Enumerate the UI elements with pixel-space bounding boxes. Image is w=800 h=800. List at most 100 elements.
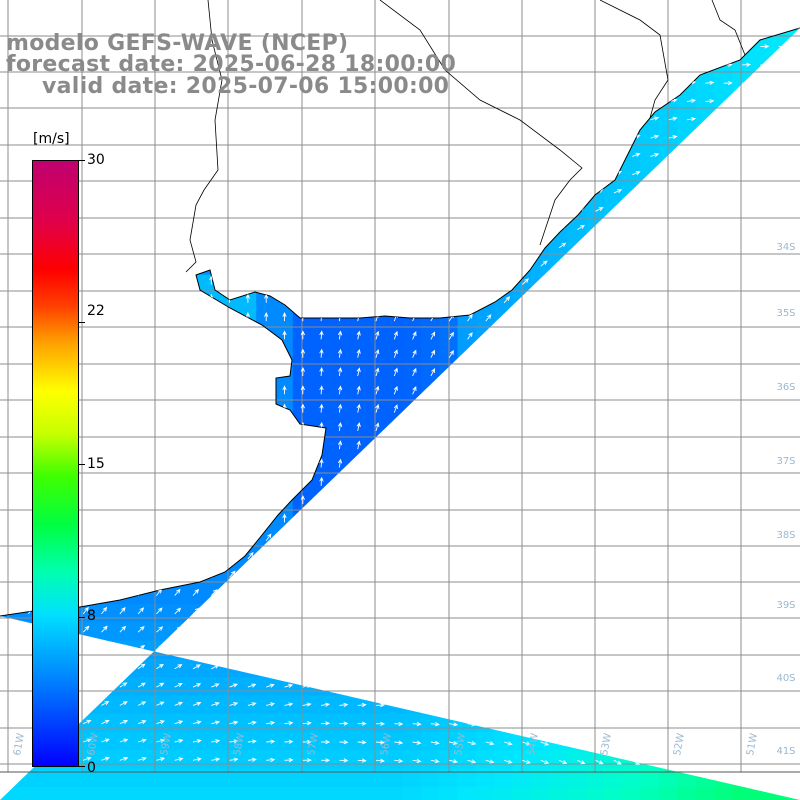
wind-arrow <box>375 740 386 745</box>
colorbar-tickmark <box>79 617 85 618</box>
wind-arrow <box>613 759 622 765</box>
lon-label: 52W <box>672 732 687 756</box>
wind-arrow <box>705 80 715 85</box>
lon-label: 53W <box>599 732 614 756</box>
wind-speed-cell <box>549 786 568 800</box>
wind-arrow <box>319 366 324 377</box>
wind-speed-cell <box>201 768 221 788</box>
wind-arrow <box>211 683 220 688</box>
wind-arrow <box>357 721 367 726</box>
wind-arrow <box>337 440 343 450</box>
wind-arrow <box>650 116 660 121</box>
wind-speed-cell <box>183 695 202 715</box>
wind-speed-cell <box>329 402 349 422</box>
wind-arrow <box>174 701 184 706</box>
wind-arrow <box>192 588 200 596</box>
wind-arrow <box>337 458 343 468</box>
wind-arrow <box>300 366 306 377</box>
wind-speed-cell <box>402 329 422 349</box>
wind-arrow <box>245 293 251 303</box>
wind-speed-cell <box>695 91 715 111</box>
wind-arrow <box>375 385 380 395</box>
wind-arrow <box>229 757 239 762</box>
wind-speed-cell <box>128 713 147 733</box>
wind-speed-cell <box>347 347 367 367</box>
wind-speed-cell <box>237 732 257 751</box>
colorbar <box>32 160 79 767</box>
wind-speed-cell <box>164 732 184 751</box>
wind-arrow <box>337 403 343 413</box>
wind-arrow <box>82 625 90 633</box>
wind-arrow <box>284 720 294 726</box>
wind-speed-cell <box>201 732 221 751</box>
wind-speed-cell <box>274 786 294 800</box>
wind-speed-cell <box>402 786 422 800</box>
wind-arrow <box>356 440 361 450</box>
wind-arrow <box>375 702 386 708</box>
wind-speed-cell <box>640 768 660 788</box>
wind-speed-cell <box>530 768 550 788</box>
wind-arrow <box>577 759 586 765</box>
wind-speed-cell <box>274 384 294 404</box>
lat-label: 41S <box>776 746 795 757</box>
colorbar-tickmark <box>79 766 85 767</box>
wind-arrow <box>705 98 715 104</box>
wind-arrow <box>156 738 166 743</box>
wind-speed-cell <box>201 786 221 800</box>
wind-arrow <box>192 738 202 744</box>
wind-arrow <box>375 721 386 726</box>
wind-arrow <box>412 331 417 340</box>
wind-arrow <box>503 296 511 304</box>
wind-speed-cell <box>109 622 129 642</box>
wind-arrow <box>319 385 324 395</box>
wind-speed-cell <box>384 786 404 800</box>
wind-speed-cell <box>256 732 276 751</box>
wind-arrow <box>83 719 92 725</box>
border-line <box>599 0 669 119</box>
wind-arrow <box>430 367 436 377</box>
wind-speed-cell <box>128 695 147 715</box>
wind-speed-cell <box>36 786 56 800</box>
wind-arrow <box>282 513 287 523</box>
wind-arrow <box>174 720 184 725</box>
wind-arrow <box>319 348 324 358</box>
wind-arrow <box>284 683 294 688</box>
wind-arrow <box>356 330 361 340</box>
wind-arrow <box>319 403 324 413</box>
wind-speed-cell <box>366 786 385 800</box>
wind-speed-cell <box>677 109 696 129</box>
wind-speed-cell <box>494 732 513 751</box>
wind-speed-cell <box>347 768 367 788</box>
wind-arrow <box>741 62 752 67</box>
wind-speed-cell <box>329 786 349 800</box>
border-line <box>185 0 223 273</box>
wind-speed-cell <box>146 677 166 696</box>
wind-speed-cell <box>91 713 111 733</box>
wind-arrow <box>266 702 276 707</box>
wind-arrow <box>412 721 422 727</box>
wind-speed-cell <box>457 768 477 788</box>
wind-speed-cell <box>329 366 349 385</box>
colorbar-tickmark <box>79 160 85 161</box>
wind-arrow <box>467 332 473 340</box>
wind-arrow <box>448 350 454 358</box>
wind-speed-cell <box>183 786 202 800</box>
wind-speed-cell <box>237 695 257 715</box>
wind-arrow <box>300 348 306 358</box>
wind-arrow <box>339 721 349 726</box>
wind-arrow <box>357 740 367 745</box>
wind-arrow <box>595 207 604 212</box>
colorbar-tick-label: 0 <box>87 760 96 776</box>
wind-arrow <box>650 134 660 139</box>
colorbar-tick-label: 8 <box>87 608 96 624</box>
wind-arrow <box>174 683 183 688</box>
wind-arrow <box>174 664 183 670</box>
wind-arrow <box>430 740 440 745</box>
wind-speed-cell <box>622 768 642 788</box>
wind-speed-cell <box>347 786 367 800</box>
lon-label: 57W <box>306 732 321 756</box>
wind-speed-cell <box>329 384 349 404</box>
wind-speed-cell <box>402 732 422 751</box>
wind-arrow <box>687 116 697 122</box>
wind-speed-cell <box>713 786 733 800</box>
